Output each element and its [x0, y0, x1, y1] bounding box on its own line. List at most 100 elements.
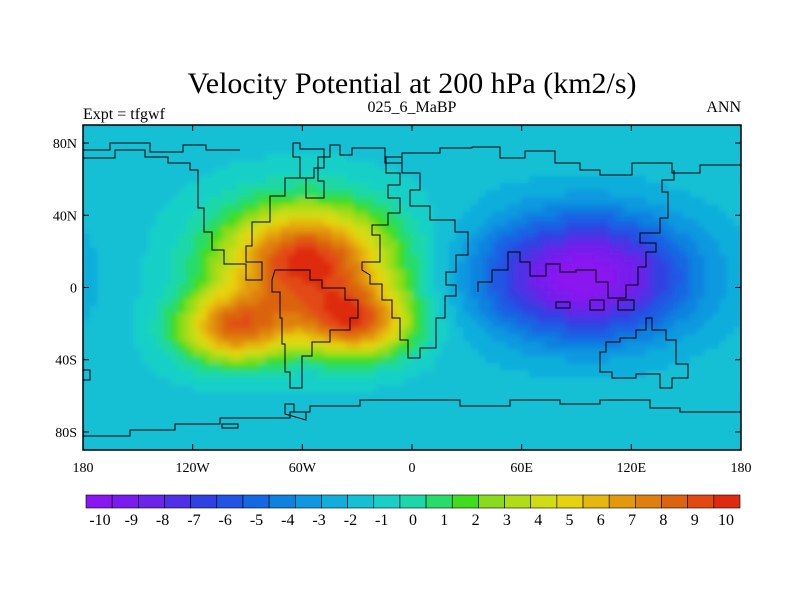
field-cell: [441, 377, 450, 386]
field-cell: [675, 197, 684, 206]
field-cell: [229, 291, 238, 299]
field-cell: [163, 413, 172, 422]
field-cell: [397, 153, 406, 162]
field-cell: [214, 406, 223, 415]
colorbar-swatch: [504, 494, 532, 509]
field-cell: [404, 139, 413, 148]
field-cell: [558, 428, 567, 437]
field-cell: [543, 413, 552, 422]
field-cell: [441, 283, 450, 292]
field-cell: [609, 320, 618, 328]
field-cell: [492, 312, 501, 321]
colorbar-swatch: [451, 494, 479, 509]
field-cell: [119, 385, 128, 393]
field-cell: [192, 312, 201, 321]
field-cell: [631, 312, 640, 321]
field-cell: [594, 334, 603, 343]
field-cell: [426, 435, 435, 444]
field-cell: [412, 190, 420, 198]
field-cell: [338, 385, 347, 393]
field-cell: [199, 392, 208, 401]
field-cell: [455, 247, 464, 256]
field-cell: [507, 428, 515, 437]
field-cell: [229, 262, 238, 271]
field-cell: [316, 298, 325, 307]
field-cell: [521, 428, 530, 437]
field-cell: [178, 262, 186, 271]
field-cell: [316, 125, 325, 133]
field-cell: [126, 175, 135, 184]
field-cell: [558, 327, 567, 336]
field-cell: [689, 370, 698, 379]
field-cell: [675, 291, 684, 299]
field-cell: [287, 218, 296, 227]
field-cell: [280, 377, 289, 386]
field-cell: [97, 276, 106, 285]
field-cell: [485, 341, 494, 350]
field-cell: [689, 132, 698, 141]
field-cell: [265, 125, 274, 133]
colorbar-swatch: [242, 494, 270, 509]
x-tick-label: 180: [731, 461, 752, 476]
field-cell: [295, 190, 303, 198]
field-cell: [667, 211, 676, 220]
field-cell: [382, 276, 391, 285]
field-cell: [719, 356, 727, 364]
field-cell: [477, 247, 486, 256]
field-cell: [207, 385, 216, 393]
field-cell: [682, 406, 691, 415]
field-cell: [331, 320, 340, 328]
field-cell: [156, 283, 165, 292]
field-cell: [83, 399, 91, 408]
field-cell: [390, 161, 398, 169]
field-cell: [207, 312, 216, 321]
field-cell: [412, 197, 420, 206]
field-cell: [302, 132, 311, 141]
field-cell: [353, 320, 362, 328]
south-america-coastline: [271, 269, 359, 389]
field-cell: [148, 356, 157, 364]
field-cell: [243, 161, 252, 169]
field-cell: [178, 298, 186, 307]
field-cell: [221, 392, 230, 401]
field-cell: [243, 132, 252, 141]
field-cell: [397, 283, 406, 292]
field-cell: [265, 168, 274, 177]
field-cell: [412, 442, 420, 450]
field-cell: [353, 204, 362, 213]
field-cell: [492, 240, 501, 249]
field-cell: [463, 226, 472, 234]
field-cell: [602, 175, 610, 184]
field-cell: [382, 146, 391, 155]
field-cell: [580, 255, 589, 263]
field-cell: [426, 190, 435, 198]
field-cell: [492, 370, 501, 379]
field-cell: [97, 269, 106, 278]
field-cell: [660, 146, 669, 155]
field-cell: [521, 168, 530, 177]
field-cell: [667, 334, 676, 343]
field-cell: [185, 226, 194, 234]
field-cell: [441, 132, 450, 141]
field-cell: [419, 320, 428, 328]
field-cell: [477, 435, 486, 444]
field-cell: [221, 226, 230, 234]
field-cell: [550, 406, 559, 415]
field-cell: [602, 370, 610, 379]
field-cell: [485, 377, 494, 386]
field-cell: [119, 125, 128, 133]
field-cell: [104, 363, 113, 372]
field-cell: [229, 421, 238, 429]
field-cell: [119, 168, 128, 177]
field-cell: [448, 146, 457, 155]
field-cell: [134, 413, 143, 422]
field-cell: [199, 421, 208, 429]
field-cell: [514, 161, 523, 169]
field-cell: [675, 175, 684, 184]
field-cell: [353, 182, 362, 191]
field-cell: [433, 125, 442, 133]
field-cell: [390, 168, 398, 177]
field-cell: [251, 153, 260, 162]
field-cell: [711, 168, 720, 177]
field-cell: [280, 341, 289, 350]
